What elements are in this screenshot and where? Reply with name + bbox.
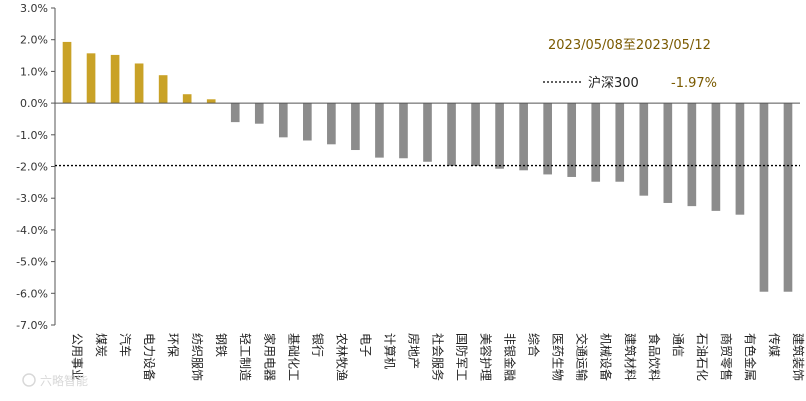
bar-轻工制造 [230, 103, 240, 123]
category-label: 计算机 [382, 333, 397, 369]
category-label: 食品饮料 [647, 333, 662, 381]
legend-benchmark-name: 沪深300 [588, 75, 639, 91]
y-tick-label: -4.0% [16, 224, 48, 237]
category-label: 电子 [358, 333, 372, 357]
bars-group [62, 41, 793, 292]
bar-通信 [663, 103, 673, 203]
bar-计算机 [375, 103, 384, 158]
category-label: 交通运输 [575, 333, 590, 381]
y-tick-label: -7.0% [16, 319, 48, 332]
x-axis-labels: 公用事业 煤炭 汽车 电力设备 环保 纺织服饰 钢铁 轻工制造 家用电器 基础化工 银行 农林牧渔 电子… [70, 333, 806, 381]
category-label: 纺织服饰 [190, 333, 204, 381]
category-label: 美容护理 [479, 333, 494, 381]
category-label: 公用事业 [70, 333, 84, 381]
bar-综合 [519, 103, 528, 171]
category-label: 社会服务 [431, 333, 446, 381]
category-label: 非银金融 [503, 333, 518, 381]
category-label: 国防军工 [455, 333, 470, 381]
y-axis: 3.0% 2.0% 1.0% 0.0% -1.0% -2.0% -3.0% -4.0% -5.0… [16, 2, 56, 332]
bar-美容护理 [471, 103, 480, 166]
category-label: 建筑装饰 [791, 333, 806, 381]
category-label: 石油石化 [695, 333, 709, 381]
category-label: 轻工制造 [238, 333, 252, 381]
date-range-label: 2023/05/08至2023/05/12 [548, 38, 711, 53]
bar-建筑装饰 [783, 103, 793, 292]
bar-机械设备 [591, 103, 601, 182]
y-tick-label: -2.0% [16, 161, 48, 174]
bar-纺织服饰 [182, 94, 192, 104]
bar-汽车 [110, 54, 120, 104]
category-label: 机械设备 [599, 333, 614, 381]
category-label: 建筑材料 [623, 333, 638, 381]
bar-房地产 [399, 103, 408, 159]
bar-环保 [158, 75, 168, 104]
bar-国防军工 [447, 103, 456, 166]
category-label: 煤炭 [94, 333, 108, 357]
watermark: 六略智能 [22, 373, 88, 388]
bar-商贸零售 [711, 103, 721, 211]
bar-石油石化 [687, 103, 697, 207]
bar-公用事业 [62, 41, 72, 104]
category-label: 通信 [671, 333, 685, 357]
bar-食品饮料 [639, 103, 649, 196]
category-label: 电力设备 [142, 333, 156, 381]
y-tick-label: 1.0% [20, 65, 48, 78]
y-tick-label: -5.0% [16, 256, 48, 269]
bar-电力设备 [134, 63, 144, 104]
bar-传媒 [759, 103, 769, 292]
category-label: 有色金属 [743, 333, 758, 381]
bar-交通运输 [567, 103, 577, 177]
category-label: 汽车 [118, 333, 133, 357]
bar-社会服务 [423, 103, 432, 162]
category-label: 商贸零售 [719, 333, 734, 381]
category-label: 基础化工 [286, 333, 300, 381]
bar-电子 [351, 103, 360, 151]
category-label: 家用电器 [262, 333, 277, 381]
category-label: 房地产 [406, 333, 421, 369]
y-tick-label: -1.0% [16, 129, 48, 142]
bar-农林牧渔 [327, 103, 336, 145]
category-label: 传媒 [767, 333, 782, 357]
bar-有色金属 [735, 103, 745, 215]
bar-基础化工 [278, 103, 288, 138]
category-label: 环保 [166, 333, 180, 357]
y-tick-label: -6.0% [16, 287, 48, 300]
legend-benchmark-value: -1.97% [671, 76, 717, 91]
bar-医药生物 [543, 103, 552, 175]
y-tick-label: -3.0% [16, 192, 48, 205]
category-label: 钢铁 [214, 333, 228, 357]
y-tick-label: 2.0% [20, 34, 48, 47]
bar-煤炭 [86, 53, 96, 104]
bar-钢铁 [206, 99, 216, 104]
y-tick-label: 3.0% [20, 2, 48, 15]
bar-非银金融 [495, 103, 504, 169]
category-label: 医药生物 [551, 333, 565, 381]
category-label: 农林牧渔 [334, 333, 348, 381]
category-label: 银行 [310, 333, 324, 357]
bar-银行 [303, 103, 312, 141]
watermark-text: 六略智能 [40, 373, 88, 388]
y-tick-label: 0.0% [20, 97, 48, 110]
watermark-logo-icon [22, 373, 36, 387]
bar-建筑材料 [615, 103, 625, 182]
bar-家用电器 [254, 103, 264, 124]
category-label: 综合 [527, 333, 542, 357]
